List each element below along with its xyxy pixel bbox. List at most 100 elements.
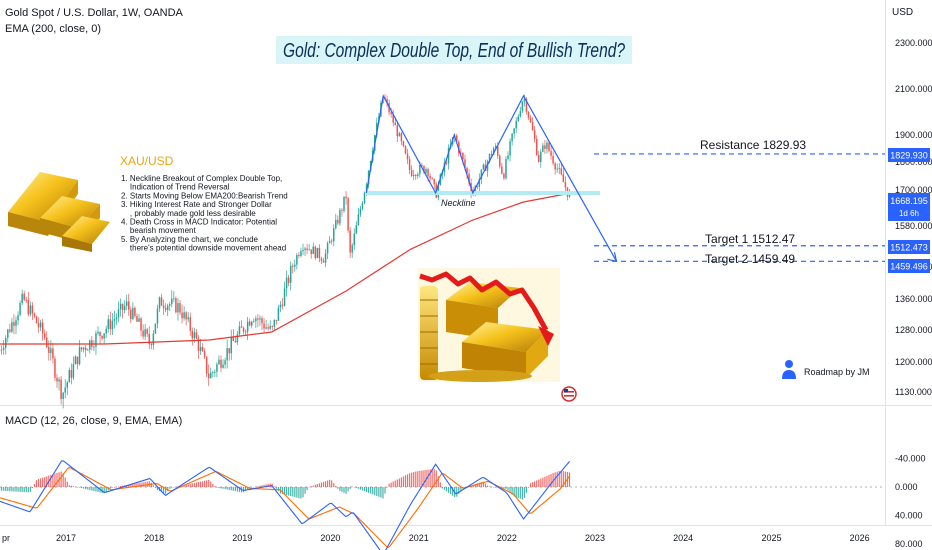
macd-histogram-bar — [380, 487, 382, 498]
candle-body — [292, 265, 294, 267]
macd-histogram-bar — [185, 484, 187, 487]
macd-histogram-bar — [538, 479, 540, 487]
macd-histogram-bar — [300, 487, 302, 499]
macd-histogram-bar — [66, 481, 68, 487]
macd-histogram-bar — [189, 483, 191, 487]
macd-histogram-bar — [236, 487, 239, 492]
macd-histogram-bar — [388, 483, 390, 487]
price-axis-tick: 2100.000 — [895, 84, 932, 94]
macd-histogram-bar — [214, 486, 216, 487]
symbol-legend[interactable]: Gold Spot / U.S. Dollar, 1W, OANDA — [5, 7, 184, 19]
candle-body — [521, 101, 524, 112]
macd-histogram-bar — [144, 481, 146, 487]
candle-body — [173, 298, 175, 300]
candle-body — [511, 133, 513, 142]
candle-body — [222, 364, 224, 368]
macd-histogram-bar — [117, 486, 120, 487]
macd-legend[interactable]: MACD (12, 26, close, 9, EMA, EMA) — [5, 415, 182, 427]
candle-body — [52, 348, 54, 359]
macd-histogram-bar — [206, 480, 208, 487]
candle-body — [447, 148, 450, 164]
candle-body — [58, 379, 60, 382]
candle-body — [564, 182, 567, 188]
macd-histogram-bar — [197, 482, 200, 487]
macd-histogram-bar — [294, 487, 296, 498]
candle-body — [64, 387, 66, 393]
candle-body — [499, 155, 501, 167]
macd-histogram-bar — [345, 487, 347, 494]
macd-histogram-bar — [568, 472, 571, 487]
ema-legend[interactable]: EMA (200, close, 0) — [5, 23, 101, 35]
candle-body — [343, 196, 345, 211]
macd-histogram-bar — [353, 486, 355, 488]
macd-histogram-bar — [271, 483, 273, 487]
macd-histogram-bar — [361, 487, 364, 491]
candle-body — [271, 326, 274, 327]
author-label: Roadmap by JM — [804, 367, 870, 377]
macd-histogram-bar — [437, 476, 439, 487]
candle-body — [445, 162, 448, 164]
candle-body — [246, 321, 249, 332]
macd-histogram-bar — [544, 476, 546, 487]
macd-histogram-bar — [505, 487, 507, 489]
macd-histogram-bar — [68, 485, 70, 487]
current-price-badge: 1668.195 1d 6h — [888, 193, 930, 221]
macd-histogram-bar — [423, 470, 425, 487]
macd-histogram-bar — [37, 479, 40, 487]
notes-item: 5. By Analyzing the chart, we conclude — [121, 235, 259, 244]
macd-histogram-bar — [15, 487, 17, 492]
macd-histogram-bar — [269, 483, 271, 487]
macd-histogram-bar — [1, 487, 3, 491]
candle-body — [519, 111, 522, 117]
neckline-band — [366, 191, 600, 195]
svg-text:1512.473: 1512.473 — [890, 243, 928, 253]
candle-body — [218, 359, 220, 365]
candle-body — [251, 321, 253, 326]
candle-body — [265, 327, 267, 329]
candle-body — [302, 249, 304, 252]
macd-histogram-bar — [390, 482, 392, 487]
candle-body — [199, 347, 202, 351]
macd-histogram-bar — [556, 471, 558, 487]
macd-histogram-bar — [50, 474, 52, 487]
macd-histogram-bar — [355, 487, 357, 488]
candle-body — [212, 372, 214, 374]
macd-histogram-bar — [357, 487, 359, 489]
svg-text:1829.930: 1829.930 — [890, 151, 928, 161]
macd-histogram-bar — [89, 487, 91, 491]
macd-histogram-bar — [220, 487, 222, 489]
macd-histogram-bar — [72, 486, 75, 487]
macd-histogram-bar — [384, 487, 386, 494]
time-axis-tick: 2024 — [673, 533, 693, 543]
candle-body — [187, 317, 189, 320]
macd-histogram-bar — [509, 487, 511, 493]
candle-body — [203, 351, 206, 357]
candle-body — [259, 318, 261, 320]
candle-body — [507, 155, 509, 160]
gold-stack-image — [418, 268, 560, 382]
macd-histogram-bar — [324, 481, 327, 487]
macd-histogram-bar — [536, 480, 538, 487]
macd-histogram-bar — [365, 487, 368, 492]
candle-body — [27, 300, 30, 315]
candle-body — [408, 159, 411, 170]
macd-histogram-bar — [163, 487, 165, 494]
candle-body — [402, 141, 405, 147]
candle-body — [82, 347, 85, 350]
candle-body — [548, 142, 550, 152]
resistance-label: Resistance 1829.93 — [700, 138, 806, 152]
macd-histogram-bar — [421, 470, 423, 487]
candle-body — [339, 210, 341, 224]
candle-body — [154, 323, 157, 334]
candle-body — [538, 154, 540, 162]
candle-body — [482, 164, 485, 170]
macd-histogram-bar — [212, 483, 214, 487]
title-background — [276, 36, 632, 64]
macd-histogram-bar — [40, 478, 42, 487]
candle-body — [68, 370, 71, 383]
candle-body — [314, 246, 317, 258]
macd-histogram-bar — [42, 477, 44, 487]
macd-histogram-bar — [290, 487, 292, 497]
macd-histogram-bar — [411, 472, 413, 487]
